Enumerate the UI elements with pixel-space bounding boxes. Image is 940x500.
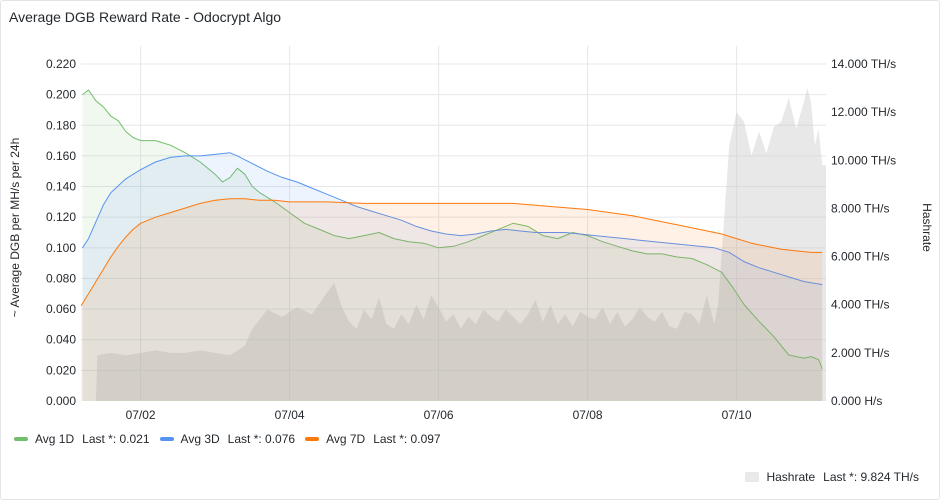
panel-title: Average DGB Reward Rate - Odocrypt Algo — [9, 9, 282, 25]
legend-swatch-avg1d — [14, 437, 28, 441]
legend-item-avg3d[interactable]: Avg 3D Last *: 0.076 — [159, 432, 296, 446]
legend-stat-hashrate: Last *: 9.824 TH/s — [823, 470, 919, 484]
y2-tick-label: 12.000 TH/s — [831, 105, 896, 119]
y2-tick-label: 6.000 TH/s — [831, 250, 889, 264]
series-line-avg-1d — [82, 89, 823, 369]
y-tick-label: 0.120 — [46, 210, 76, 224]
y-tick-label: 0.080 — [46, 271, 76, 285]
legend-stat-avg3d: Last *: 0.076 — [227, 432, 296, 446]
y-tick-label: 0.140 — [46, 180, 76, 194]
y-tick-label: 0.020 — [46, 363, 76, 377]
legend-item-avg1d[interactable]: Avg 1D Last *: 0.021 — [14, 432, 150, 446]
legend-stat-avg1d: Last *: 0.021 — [82, 432, 150, 446]
series-area-avg-3d — [82, 152, 823, 401]
y-tick-label: 0.160 — [46, 149, 76, 163]
legend-name-avg3d: Avg 3D — [180, 432, 220, 446]
y2-tick-label: 0.000 H/s — [831, 394, 882, 408]
y2-tick-label: 10.000 TH/s — [831, 153, 896, 167]
legend-item-hashrate[interactable]: Hashrate Last *: 9.824 TH/s — [745, 470, 919, 484]
legend-name-avg7d: Avg 7D — [326, 432, 366, 446]
legend-name-avg1d: Avg 1D — [35, 432, 75, 446]
x-tick-label: 07/08 — [573, 408, 603, 422]
y-tick-label: 0.040 — [46, 333, 76, 347]
series-area-hashrate — [95, 88, 826, 401]
y2-tick-label: 2.000 TH/s — [831, 346, 889, 360]
legend-item-avg7d[interactable]: Avg 7D Last *: 0.097 — [305, 432, 441, 446]
y-axis-title: ~ Average DGB per MH/s per 24h — [8, 138, 22, 318]
y-tick-label: 0.100 — [46, 241, 76, 255]
x-tick-label: 07/10 — [722, 408, 752, 422]
series-line-avg-3d — [82, 152, 823, 286]
series-area-avg-1d — [82, 90, 823, 401]
legend-right: Hashrate Last *: 9.824 TH/s — [745, 470, 919, 484]
y-tick-label: 0.180 — [46, 118, 76, 132]
legend-left: Avg 1D Last *: 0.021 Avg 3D Last *: 0.07… — [14, 432, 451, 446]
y2-axis-title: Hashrate — [920, 203, 934, 252]
y-tick-label: 0.060 — [46, 302, 76, 316]
legend-name-hashrate: Hashrate — [766, 470, 816, 484]
series-line-avg-7d — [81, 198, 823, 307]
y-tick-label: 0.200 — [46, 88, 76, 102]
legend-swatch-avg3d — [159, 437, 174, 441]
legend-swatch-avg7d — [305, 437, 320, 441]
y2-tick-label: 4.000 TH/s — [831, 298, 889, 312]
y2-tick-label: 8.000 TH/s — [831, 201, 889, 215]
x-tick-label: 07/06 — [424, 408, 454, 422]
x-tick-label: 07/04 — [275, 408, 305, 422]
legend-swatch-hashrate — [745, 472, 760, 482]
y2-tick-label: 14.000 TH/s — [831, 57, 896, 71]
y-tick-label: 0.000 — [46, 394, 76, 408]
series-area-avg-7d — [81, 198, 823, 401]
y-tick-label: 0.220 — [46, 57, 76, 71]
legend-stat-avg7d: Last *: 0.097 — [373, 432, 441, 446]
x-tick-label: 07/02 — [126, 408, 156, 422]
